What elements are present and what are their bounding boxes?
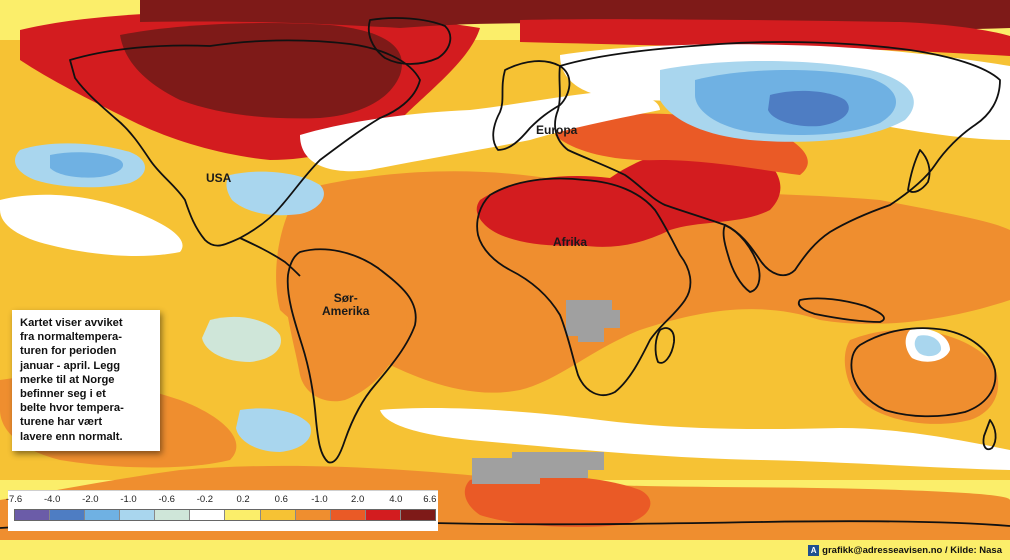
- legend-tick: -0.2: [196, 494, 214, 505]
- info-line: turen for perioden: [20, 345, 117, 358]
- legend-tick: 4.0: [389, 494, 403, 505]
- info-line: lavere enn normalt.: [20, 430, 123, 443]
- southern-red-patch: [464, 474, 651, 527]
- legend-tick: -1.0: [311, 494, 328, 505]
- legend-swatch: [364, 510, 400, 520]
- canada-dark-red: [120, 23, 402, 119]
- legend-swatch: [329, 510, 365, 520]
- missing-data-antarctic: [472, 452, 604, 484]
- south-pacific-light-blue: [202, 316, 281, 362]
- legend-swatch: [84, 510, 120, 520]
- asia-outline: [554, 41, 1001, 277]
- legend-swatch: [154, 510, 190, 520]
- legend-swatch: [294, 510, 330, 520]
- neutral-band-pacific: [0, 194, 183, 256]
- africa-outline: [476, 177, 692, 397]
- legend-swatch: [189, 510, 225, 520]
- pacific-blue: [50, 152, 124, 178]
- label-europa: Europa: [536, 123, 578, 137]
- legend-tick: -1.0: [120, 494, 137, 505]
- australia-light-blue: [914, 335, 942, 357]
- info-line: belte hvor tempera-: [20, 402, 124, 415]
- label-usa: USA: [206, 171, 232, 185]
- info-line: befinner seg i et: [20, 388, 106, 401]
- south-america-outline: [286, 248, 417, 464]
- sahara-red: [476, 146, 781, 247]
- south-pacific-blue: [236, 408, 311, 452]
- credit-line: A grafikk@adresseavisen.no / Kilde: Nasa: [808, 545, 1002, 556]
- info-line: januar - april. Legg: [20, 359, 121, 372]
- legend-tick: -0.6: [158, 494, 175, 505]
- north-america-outline: [69, 39, 421, 247]
- missing-data-africa: [566, 300, 620, 342]
- legend-swatch: [49, 510, 85, 520]
- label-afrika: Afrika: [553, 235, 588, 249]
- info-box: Kartet viser avviket fra normaltempera- …: [12, 310, 160, 451]
- legend-swatch: [119, 510, 155, 520]
- japan-outline: [907, 149, 931, 193]
- publisher-logo-icon: A: [808, 545, 820, 556]
- siberia-deep-blue: [768, 90, 849, 127]
- south-america-orange: [283, 251, 408, 402]
- legend-color-bar: [14, 509, 436, 521]
- legend-swatch: [224, 510, 260, 520]
- australia-orange: [844, 329, 999, 424]
- indonesia-outline: [797, 297, 885, 323]
- legend-tick: -4.0: [43, 494, 61, 505]
- new-zealand-outline: [982, 419, 997, 451]
- info-line: turene har vært: [20, 416, 103, 429]
- info-line: fra normaltempera-: [20, 331, 122, 344]
- legend-swatch: [259, 510, 295, 520]
- india-outline: [722, 224, 761, 293]
- central-america-outline: [239, 237, 301, 277]
- label-sor-amerika: Sør- Amerika: [322, 291, 370, 318]
- legend-tick: 2.0: [351, 494, 365, 505]
- legend-tick: 6.6: [423, 494, 437, 505]
- color-legend: -7.6 -4.0 -2.0 -1.0 -0.6 -0.2 0.2 0.6 -1…: [6, 490, 438, 531]
- legend-tick: -7.6: [5, 494, 23, 505]
- legend-swatch: [15, 510, 50, 520]
- legend-tick: -2.0: [82, 494, 99, 505]
- legend-tick: 0.2: [236, 494, 250, 505]
- madagascar-outline: [654, 327, 675, 364]
- tropics-orange: [276, 171, 1010, 393]
- credit-text: grafikk@adresseavisen.no / Kilde: Nasa: [822, 545, 1002, 556]
- info-line: merke til at Norge: [20, 373, 115, 386]
- legend-ticks: -7.6 -4.0 -2.0 -1.0 -0.6 -0.2 0.2 0.6 -1…: [6, 494, 437, 508]
- greenland-outline: [367, 17, 452, 65]
- legend-swatch: [399, 510, 435, 520]
- australia-outline: [850, 327, 997, 418]
- neutral-band-atlantic: [300, 91, 660, 172]
- neutral-band-south: [380, 408, 1010, 470]
- legend-tick: 0.6: [274, 494, 288, 505]
- info-line: Kartet viser avviket: [20, 317, 123, 329]
